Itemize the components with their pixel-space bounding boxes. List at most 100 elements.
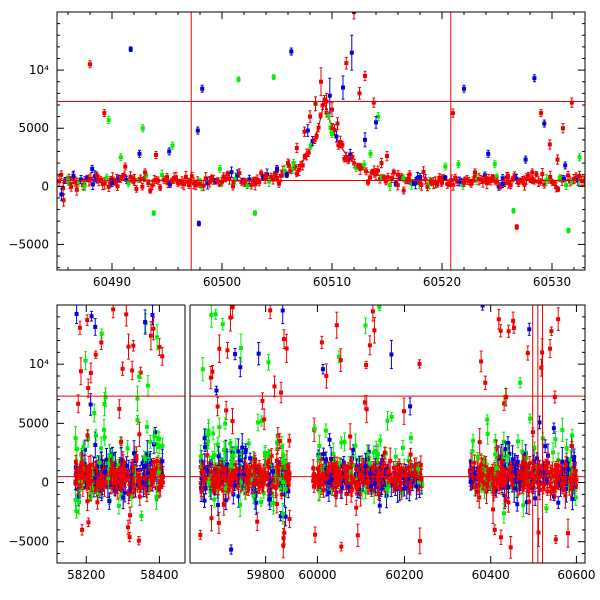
bottom-data-point xyxy=(135,385,140,412)
top-data-point xyxy=(59,188,64,201)
top-data-point xyxy=(140,124,145,133)
bottom-data-point xyxy=(348,423,353,450)
bottom-data-point xyxy=(210,364,215,379)
top-data-point xyxy=(305,124,310,137)
bottom-xtick-label: 58200 xyxy=(67,568,105,582)
bottom-data-point xyxy=(503,493,508,508)
bottom-data-point xyxy=(202,428,207,448)
bottom-data-point xyxy=(126,519,131,535)
top-data-point xyxy=(561,123,565,134)
top-data-point xyxy=(523,155,528,164)
top-baseline-point xyxy=(364,167,369,176)
bottom-data-point xyxy=(483,375,488,390)
bottom-data-point xyxy=(221,494,226,516)
bottom-data-point xyxy=(475,452,480,462)
bottom-data-point xyxy=(324,363,329,389)
bottom-data-point xyxy=(551,442,556,463)
bottom-data-point xyxy=(280,502,285,525)
bottom-data-point xyxy=(206,476,211,489)
bottom-data-point xyxy=(323,423,328,438)
bottom-data-point xyxy=(334,311,339,339)
bottom-data-point xyxy=(86,430,91,448)
bottom-data-point xyxy=(357,476,362,491)
top-baseline-point xyxy=(223,176,228,183)
bottom-data-point xyxy=(402,480,407,497)
bottom-data-point xyxy=(553,535,558,544)
bottom-data-point xyxy=(216,471,221,484)
bottom-data-point xyxy=(556,496,561,509)
bottom-data-point xyxy=(156,483,161,493)
bottom-data-point xyxy=(137,421,142,447)
bottom-data-point xyxy=(526,485,531,497)
bottom-data-point xyxy=(233,347,238,361)
bottom-data-point xyxy=(251,462,256,471)
bottom-data-point xyxy=(93,350,98,359)
bottom-data-point xyxy=(230,408,235,435)
bottom-data-point xyxy=(95,494,100,510)
bottom-data-point xyxy=(89,310,94,322)
bottom-data-point xyxy=(494,470,499,489)
top-data-point xyxy=(569,97,574,108)
bottom-data-point xyxy=(215,396,220,417)
bottom-data-point xyxy=(152,428,157,445)
bottom-data-point xyxy=(216,511,221,534)
bottom-xtick-label: 60400 xyxy=(472,568,510,582)
bottom-data-point xyxy=(479,350,484,373)
bottom-data-point xyxy=(117,466,122,485)
bottom-data-point xyxy=(217,417,222,437)
bottom-data-point xyxy=(521,493,526,518)
bottom-data-point xyxy=(518,463,523,481)
bottom-data-point xyxy=(417,527,422,555)
top-data-point xyxy=(289,47,294,56)
top-baseline-point xyxy=(249,180,254,190)
top-xtick-label: 60500 xyxy=(203,275,241,289)
bottom-data-point xyxy=(515,456,520,467)
bottom-data-point xyxy=(93,318,98,336)
bottom-data-point xyxy=(77,320,82,335)
bottom-data-point xyxy=(85,491,90,512)
bottom-data-point xyxy=(532,441,537,454)
bottom-data-point xyxy=(269,477,274,495)
bottom-data-point xyxy=(127,532,132,543)
bottom-data-point xyxy=(528,413,533,424)
bottom-data-point xyxy=(145,458,150,487)
bottom-data-point xyxy=(78,466,83,489)
top-baseline-point xyxy=(257,178,262,187)
bottom-data-point xyxy=(536,518,541,547)
bottom-data-point xyxy=(368,467,373,480)
bottom-data-point xyxy=(533,490,538,506)
bottom-data-point xyxy=(511,321,516,334)
bottom-data-point xyxy=(124,305,129,327)
bottom-data-point xyxy=(470,465,475,476)
bottom-data-point xyxy=(506,324,511,338)
bottom-data-point xyxy=(278,511,283,522)
top-baseline-point xyxy=(158,184,163,192)
bottom-data-point xyxy=(223,417,228,430)
top-data-point xyxy=(286,158,290,168)
top-data-point xyxy=(102,109,107,118)
top-data-point xyxy=(511,207,516,214)
bottom-data-point xyxy=(329,472,334,487)
bottom-data-point xyxy=(125,439,130,457)
bottom-data-point xyxy=(230,305,235,319)
bottom-xtick-label: 60000 xyxy=(298,568,336,582)
bottom-data-point xyxy=(332,456,337,472)
bottom-data-point xyxy=(157,439,162,455)
top-data-point xyxy=(577,153,582,162)
bottom-data-point xyxy=(205,465,210,477)
bottom-data-point xyxy=(117,399,122,419)
bottom-data-point xyxy=(81,471,86,484)
bottom-data-point xyxy=(363,485,368,500)
top-data-point xyxy=(275,164,279,173)
top-data-point xyxy=(302,126,307,137)
bottom-data-point xyxy=(160,448,165,474)
bottom-data-point xyxy=(142,450,147,464)
bottom-data-point xyxy=(93,429,98,442)
bottom-data-point xyxy=(342,465,347,479)
top-baseline-point xyxy=(556,186,561,193)
bottom-data-point xyxy=(477,468,482,486)
top-data-point xyxy=(349,34,354,71)
top-data-point xyxy=(330,102,334,118)
bottom-data-point xyxy=(206,419,211,442)
bottom-data-point xyxy=(99,328,104,339)
